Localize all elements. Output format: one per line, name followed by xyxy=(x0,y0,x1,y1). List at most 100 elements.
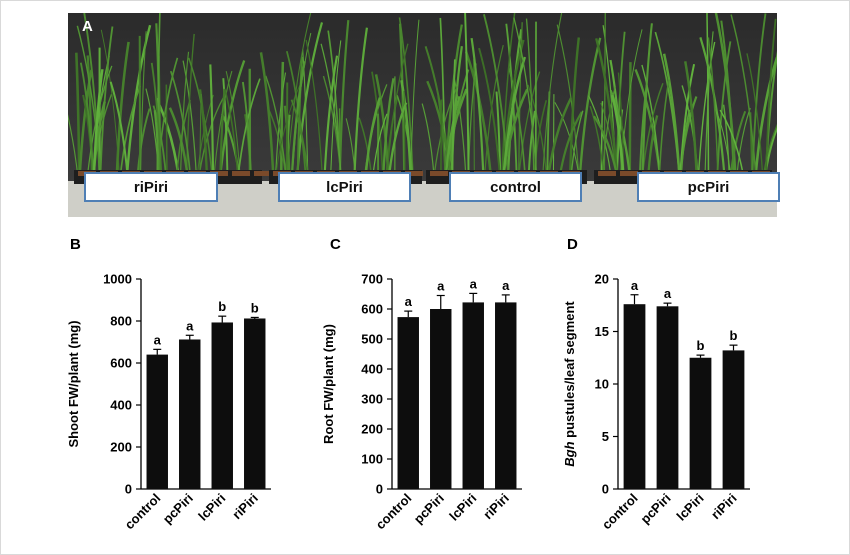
bar-ripiri xyxy=(722,350,745,489)
grass-blade xyxy=(150,62,163,176)
y-tick-label: 1000 xyxy=(103,272,132,287)
grass-blade xyxy=(736,107,751,177)
grass-blade xyxy=(78,69,93,180)
bar-lcpiri xyxy=(462,302,484,489)
y-tick-label: 300 xyxy=(361,392,383,407)
y-tick-label: 10 xyxy=(595,377,609,392)
grass-blade xyxy=(483,13,510,181)
grass-blade xyxy=(601,85,616,181)
grass-blade xyxy=(115,41,130,178)
grass-blade xyxy=(75,52,81,178)
grass-blade xyxy=(185,33,195,178)
y-tick-label: 5 xyxy=(602,429,609,444)
grass-blade xyxy=(464,13,470,179)
chart-b: 0 200 400 600 800 1000 Shoot FW/plant (mg) a con… xyxy=(66,272,271,533)
pot-soil xyxy=(430,171,448,176)
y-axis-title-text: Root FW/plant (mg) xyxy=(321,324,336,444)
pot-soil xyxy=(254,171,272,176)
x-tick-label: control xyxy=(122,491,164,533)
grass-blade xyxy=(453,75,467,177)
grass-blade xyxy=(568,37,580,176)
grass-blade xyxy=(716,41,732,179)
pot-soil xyxy=(210,171,228,176)
grass-blade xyxy=(386,43,409,177)
panel-letter-d: D xyxy=(567,236,578,253)
x-tick-label: control xyxy=(599,491,641,533)
tray-label-control: control xyxy=(449,172,582,202)
x-tick-label: riPiri xyxy=(708,491,740,523)
grass-blade xyxy=(156,57,179,178)
grass-blade xyxy=(364,97,381,180)
grass-blade xyxy=(706,13,710,177)
significance-letter: a xyxy=(631,278,639,293)
grass-blade xyxy=(654,31,681,180)
y-axis-title-text: Shoot FW/plant (mg) xyxy=(66,320,81,447)
bar-pcpiri xyxy=(656,306,679,489)
grass-blade xyxy=(99,26,114,178)
grass-blade xyxy=(680,109,691,177)
panel-letter-a: A xyxy=(82,18,93,35)
significance-letter: a xyxy=(664,286,672,301)
significance-letter: a xyxy=(405,294,413,309)
grass-blade xyxy=(707,37,719,178)
grass-blade xyxy=(611,94,625,177)
grass-blade xyxy=(628,62,632,181)
grass-blade xyxy=(473,58,475,179)
significance-letter: b xyxy=(251,300,259,315)
grass-blade xyxy=(213,70,233,181)
pot-soil xyxy=(598,171,616,176)
grass-blade xyxy=(595,38,619,178)
grass-blade xyxy=(451,59,456,179)
grass-blade xyxy=(275,83,302,177)
grass-blade xyxy=(305,39,323,176)
grass-blade xyxy=(259,52,275,181)
grass-blade xyxy=(219,88,226,180)
grass-blade xyxy=(320,43,342,179)
grass-blade xyxy=(464,51,493,177)
x-tick-label: riPiri xyxy=(229,491,261,523)
grass-blade xyxy=(330,40,342,181)
grass-blade xyxy=(224,89,239,178)
y-tick-label: 600 xyxy=(110,356,132,371)
significance-letter: a xyxy=(186,318,194,333)
tray-label-pcpiri: pcPiri xyxy=(637,172,780,202)
x-tick-label: lcPiri xyxy=(674,491,707,524)
grass-blade xyxy=(400,80,413,176)
y-axis-title: Shoot FW/plant (mg) xyxy=(66,320,81,447)
grass-blade xyxy=(92,69,104,177)
grass-blade xyxy=(501,56,527,181)
grass-blade xyxy=(285,82,289,179)
bar-lcpiri xyxy=(689,357,712,489)
significance-letter: b xyxy=(697,338,705,353)
grass-blade xyxy=(100,29,120,177)
grass-blade xyxy=(165,84,168,176)
grass-blade xyxy=(125,24,152,180)
grass-blades xyxy=(68,13,777,181)
grass-blade xyxy=(558,111,583,176)
x-tick-label: lcPiri xyxy=(195,491,228,524)
grass-blade xyxy=(382,78,395,177)
bar-ripiri xyxy=(495,302,517,489)
y-tick-label: 700 xyxy=(361,272,383,287)
x-tick-label: riPiri xyxy=(480,491,512,523)
grass-blade xyxy=(279,61,285,177)
pot-soil xyxy=(620,171,638,176)
grass-blade xyxy=(222,78,229,177)
y-tick-label: 400 xyxy=(361,362,383,377)
grass-blade xyxy=(410,19,420,177)
x-tick-label: lcPiri xyxy=(446,491,479,524)
tray-label-ripiri: riPiri xyxy=(84,172,218,202)
grass-blade xyxy=(353,27,369,177)
grass-blade xyxy=(699,37,726,177)
grass-blade xyxy=(302,49,309,180)
grass-blade xyxy=(658,79,670,181)
grass-blade xyxy=(236,78,261,181)
y-tick-label: 600 xyxy=(361,302,383,317)
x-tick-label: pcPiri xyxy=(411,491,447,527)
grass-blade xyxy=(209,64,215,180)
grass-blade xyxy=(199,93,202,177)
grass-blade xyxy=(444,95,461,176)
bar-pcpiri xyxy=(430,309,452,489)
grass-blade xyxy=(387,102,408,176)
